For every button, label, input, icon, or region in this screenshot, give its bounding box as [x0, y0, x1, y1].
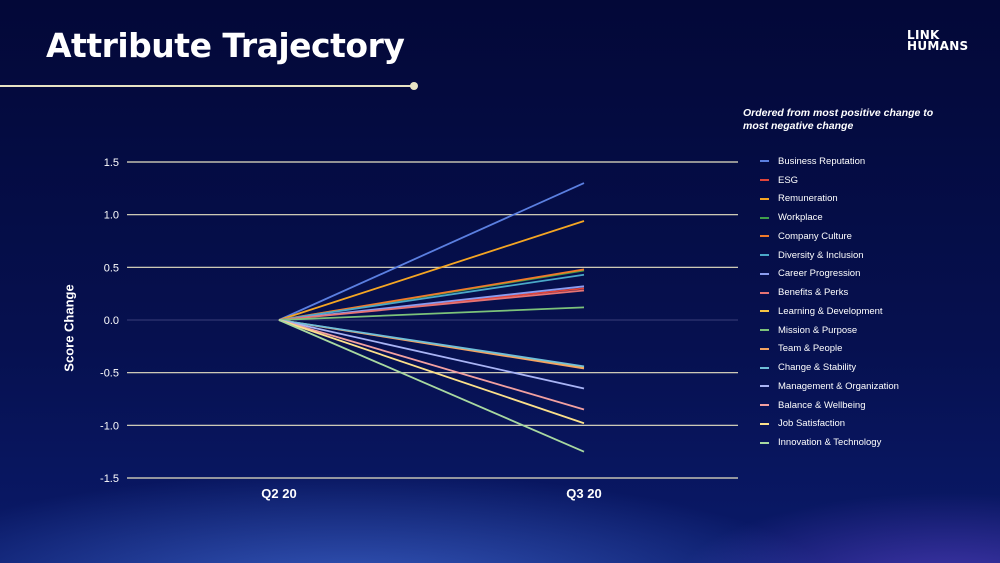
legend-swatch: [760, 179, 769, 182]
chart-legend: Business Reputation ESG Remuneration Workpl…: [760, 152, 899, 452]
legend-swatch: [760, 422, 769, 425]
legend-item: Management & Organization: [760, 377, 899, 396]
series-line-management-organization: [278, 319, 585, 390]
legend-swatch: [760, 235, 769, 238]
legend-item: Innovation & Technology: [760, 433, 899, 452]
legend-label: Management & Organization: [778, 380, 899, 392]
legend-item: Change & Stability: [760, 358, 899, 377]
y-tick-label: -1.5: [100, 473, 119, 485]
y-tick-label: 0.0: [104, 315, 119, 327]
legend-item: Diversity & Inclusion: [760, 246, 899, 265]
legend-swatch: [760, 160, 769, 163]
legend-item: Workplace: [760, 208, 899, 227]
legend-item: Remuneration: [760, 190, 899, 209]
legend-label: Balance & Wellbeing: [778, 399, 866, 411]
series-line-remuneration: [278, 220, 585, 321]
legend-item: Benefits & Perks: [760, 283, 899, 302]
legend-item: ESG: [760, 171, 899, 190]
series-line-job-satisfaction: [278, 319, 585, 425]
divider-dot: [410, 82, 418, 90]
series-line-benefits-perks: [278, 289, 585, 321]
series-line-diversity-inclusion: [278, 273, 585, 321]
legend-item: Mission & Purpose: [760, 321, 899, 340]
legend-item: Learning & Development: [760, 302, 899, 321]
logo-line-1: LINK: [907, 28, 940, 42]
legend-label: Company Culture: [778, 230, 852, 242]
series-line-innovation-technology: [278, 319, 585, 453]
legend-swatch: [760, 441, 769, 444]
legend-label: Job Satisfaction: [778, 418, 846, 430]
legend-title: Ordered from most positive change to mos…: [743, 107, 934, 132]
legend-swatch: [760, 347, 769, 350]
legend-label: Remuneration: [778, 193, 838, 205]
x-tick-label: Q2 20: [261, 486, 296, 501]
x-tick-label: Q3 20: [566, 486, 601, 501]
legend-swatch: [760, 197, 769, 200]
legend-swatch: [760, 310, 769, 313]
legend-label: Career Progression: [778, 268, 861, 280]
series-line-change-stability: [278, 319, 585, 368]
logo-line-2: HUMANS: [907, 39, 969, 53]
y-tick-label: 0.5: [104, 262, 119, 274]
legend-swatch: [760, 329, 769, 332]
legend-label: Learning & Development: [778, 305, 883, 317]
legend-label: Innovation & Technology: [778, 437, 882, 449]
legend-swatch: [760, 254, 769, 257]
legend-label: Benefits & Perks: [778, 287, 849, 299]
legend-item: Business Reputation: [760, 152, 899, 171]
y-tick-label: 1.0: [104, 210, 119, 222]
page-title: Attribute Trajectory: [46, 26, 405, 65]
y-tick-label: -0.5: [100, 368, 119, 380]
series-line-balance-wellbeing: [278, 319, 585, 411]
legend-swatch: [760, 272, 769, 275]
legend-swatch: [760, 291, 769, 294]
series-line-business-reputation: [278, 182, 585, 321]
legend-label: Workplace: [778, 212, 823, 224]
legend-label: Business Reputation: [778, 155, 866, 167]
legend-swatch: [760, 216, 769, 219]
legend-label: Mission & Purpose: [778, 324, 858, 336]
legend-item: Career Progression: [760, 265, 899, 284]
y-tick-label: -1.0: [100, 420, 119, 432]
y-tick-label: 1.5: [104, 157, 119, 169]
legend-label: Team & People: [778, 343, 843, 355]
series-line-mission-purpose: [278, 306, 585, 321]
legend-swatch: [760, 366, 769, 369]
legend-label: Change & Stability: [778, 362, 857, 374]
title-divider: [0, 85, 414, 87]
legend-item: Balance & Wellbeing: [760, 396, 899, 415]
legend-item: Job Satisfaction: [760, 415, 899, 434]
legend-item: Company Culture: [760, 227, 899, 246]
legend-label: ESG: [778, 174, 799, 186]
legend-swatch: [760, 385, 769, 388]
legend-label: Diversity & Inclusion: [778, 249, 864, 261]
legend-item: Team & People: [760, 340, 899, 359]
y-axis-label: Score Change: [61, 284, 77, 372]
logo: LINK HUMANS: [907, 28, 969, 53]
legend-swatch: [760, 404, 769, 407]
